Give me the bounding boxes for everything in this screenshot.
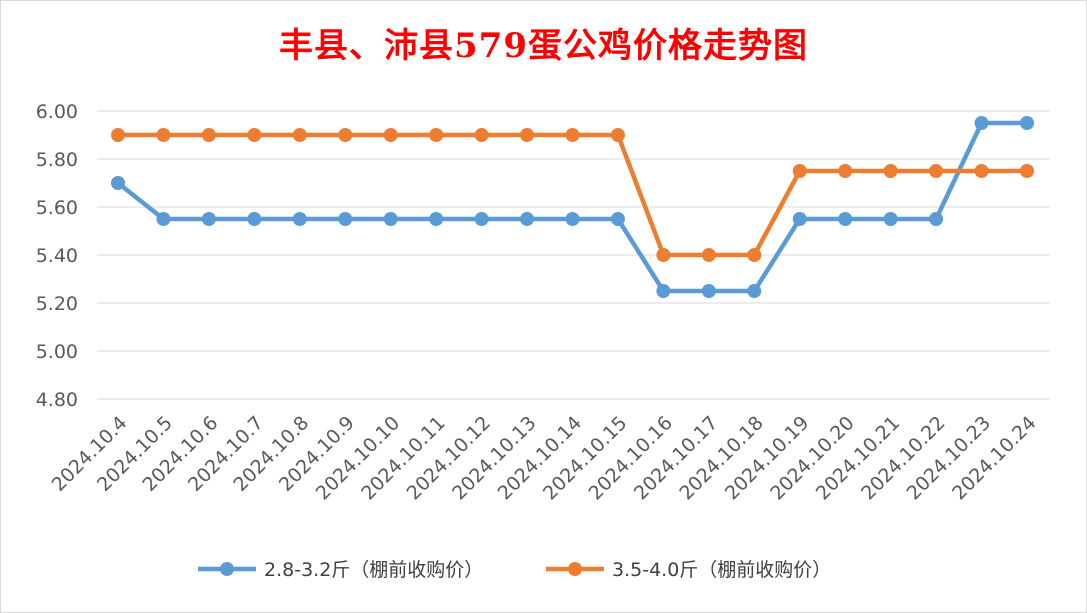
data-point — [929, 164, 944, 178]
data-point — [111, 128, 125, 142]
y-tick-label: 5.60 — [36, 197, 78, 219]
data-point — [747, 284, 762, 298]
legend-label: 3.5-4.0斤（棚前收购价） — [612, 559, 831, 581]
legend-item-2: 3.5-4.0斤（棚前收购价） — [546, 559, 831, 581]
legend: 2.8-3.2斤（棚前收购价） 3.5-4.0斤（棚前收购价） — [198, 559, 831, 581]
series-lines — [111, 116, 1034, 298]
data-point — [474, 128, 489, 142]
data-point — [792, 212, 807, 226]
data-point — [1020, 164, 1034, 178]
data-point — [156, 212, 171, 226]
data-point — [838, 212, 853, 226]
y-tick-label: 4.80 — [36, 389, 78, 411]
data-point — [201, 212, 216, 226]
data-point — [792, 164, 807, 178]
legend-marker — [568, 562, 582, 576]
data-point — [156, 128, 171, 142]
data-point — [974, 116, 989, 130]
y-tick-label: 5.00 — [36, 341, 78, 363]
data-point — [701, 248, 716, 262]
data-point — [520, 128, 535, 142]
data-point — [338, 128, 353, 142]
data-point — [929, 212, 944, 226]
data-point — [383, 128, 398, 142]
y-axis-ticks: 4.80 5.00 5.20 5.40 5.60 5.80 6.00 — [36, 101, 78, 411]
data-point — [292, 212, 307, 226]
data-point — [701, 284, 716, 298]
y-tick-label: 5.80 — [36, 149, 78, 171]
y-tick-label: 6.00 — [36, 101, 78, 123]
x-axis-ticks: 2024.10.42024.10.52024.10.62024.10.72024… — [48, 412, 1041, 504]
data-point — [656, 248, 671, 262]
series-1 — [111, 116, 1034, 298]
data-point — [1020, 116, 1034, 130]
data-point — [656, 284, 671, 298]
data-point — [474, 212, 489, 226]
data-point — [610, 128, 625, 142]
data-point — [292, 128, 307, 142]
data-point — [201, 128, 216, 142]
data-point — [338, 212, 353, 226]
data-point — [247, 212, 262, 226]
data-point — [565, 128, 580, 142]
chart-title: 丰县、沛县579蛋公鸡价格走势图 — [279, 26, 808, 66]
legend-label: 2.8-3.2斤（棚前收购价） — [264, 559, 483, 581]
data-point — [610, 212, 625, 226]
gridlines — [97, 110, 1050, 400]
data-point — [383, 212, 398, 226]
data-point — [883, 164, 898, 178]
data-point — [883, 212, 898, 226]
data-point — [565, 212, 580, 226]
legend-item-1: 2.8-3.2斤（棚前收购价） — [198, 559, 483, 581]
data-point — [747, 248, 762, 262]
series-line — [115, 132, 1030, 258]
data-point — [838, 164, 853, 178]
y-tick-label: 5.40 — [36, 245, 78, 267]
data-point — [111, 176, 125, 190]
data-point — [429, 212, 444, 226]
series-2 — [111, 128, 1034, 262]
legend-marker — [220, 562, 234, 576]
data-point — [247, 128, 262, 142]
data-point — [974, 164, 989, 178]
y-tick-label: 5.20 — [36, 293, 78, 315]
data-point — [520, 212, 535, 226]
data-point — [429, 128, 444, 142]
